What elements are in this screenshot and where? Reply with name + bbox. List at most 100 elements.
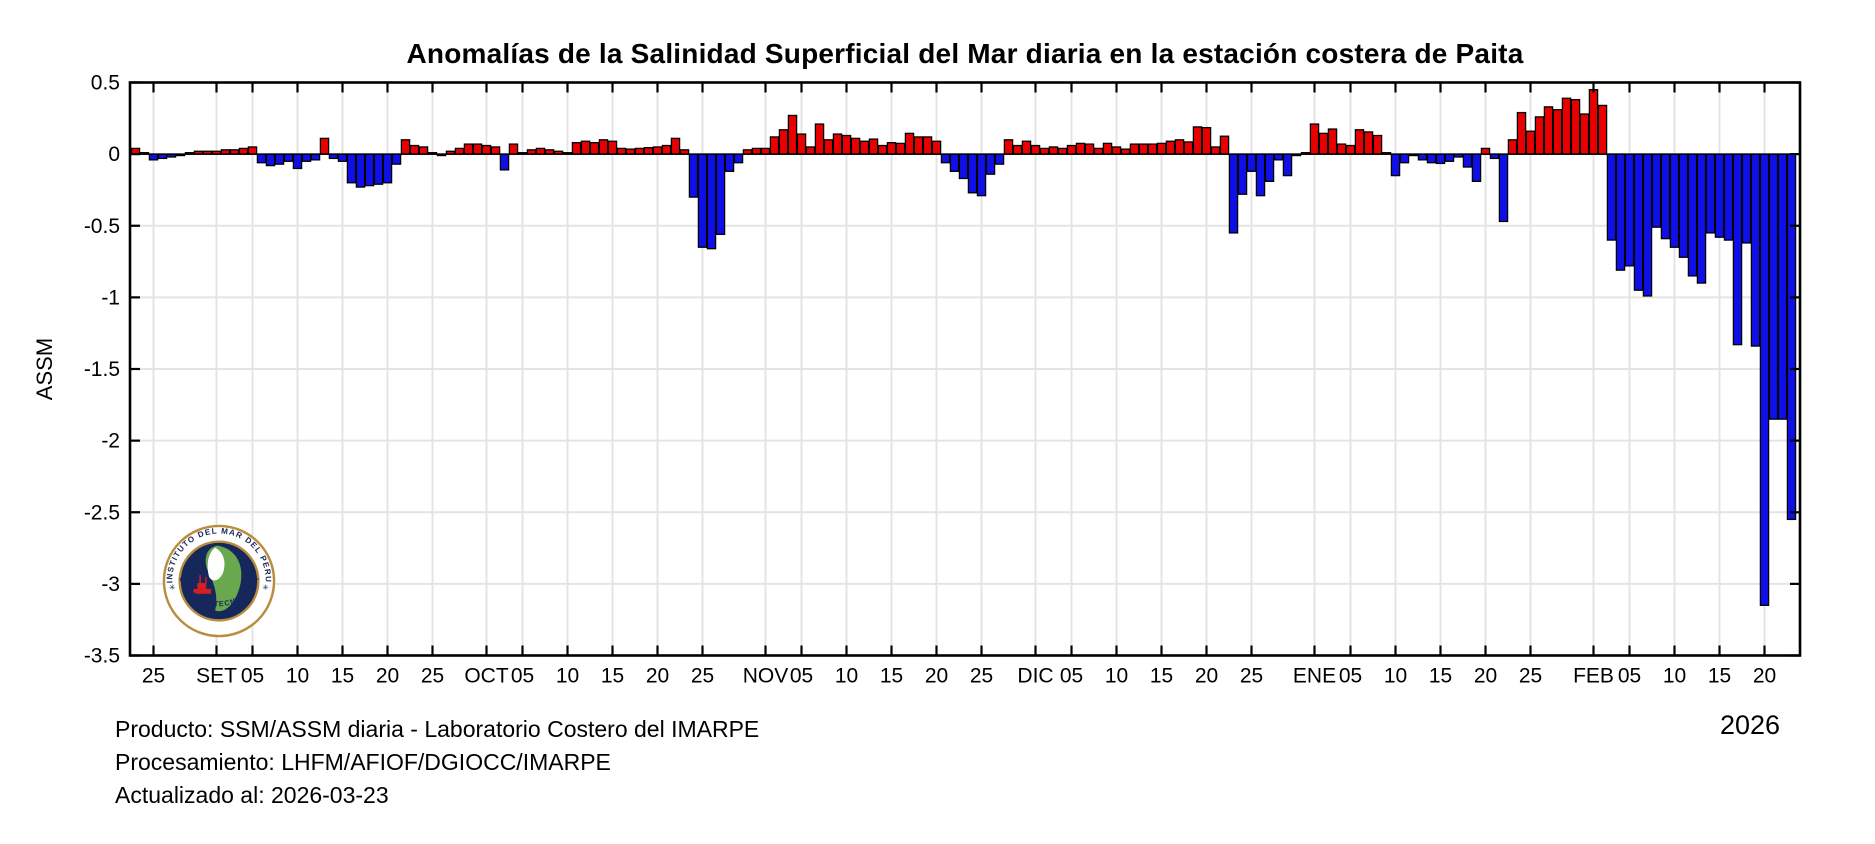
bar-positive — [823, 139, 834, 155]
bar-positive — [751, 147, 762, 155]
bar-positive — [877, 144, 888, 155]
bar-negative — [1705, 153, 1716, 234]
imarpe-logo: INSTITUTO DEL MAR DEL PERU CIENCIA Y TEC… — [162, 524, 276, 638]
bar-positive — [760, 147, 771, 155]
bar-positive — [1588, 89, 1599, 155]
bar-positive — [247, 146, 258, 155]
bar-positive — [1507, 139, 1518, 155]
bar-positive — [481, 144, 492, 155]
year-label: 2026 — [1720, 710, 1781, 740]
bar-positive — [1354, 129, 1365, 155]
bar-positive — [1165, 140, 1176, 155]
bar-negative — [1471, 153, 1482, 182]
bar-negative — [976, 153, 987, 197]
x-tick-label: 15 — [331, 665, 354, 688]
bar-negative — [1714, 153, 1725, 238]
bar-positive — [472, 143, 483, 155]
bar-negative — [1282, 153, 1293, 177]
bar-positive — [859, 140, 870, 155]
bar-negative — [1228, 153, 1239, 234]
bar-negative — [1624, 153, 1635, 267]
bar-negative — [256, 153, 267, 164]
bar-negative — [1651, 153, 1662, 228]
bar-positive — [454, 147, 465, 155]
bar-positive — [1057, 147, 1068, 155]
bar-negative — [1786, 153, 1797, 521]
bar-negative — [1255, 153, 1266, 197]
bar-positive — [1084, 143, 1095, 155]
bar-positive — [1219, 135, 1230, 155]
bar-positive — [1372, 134, 1383, 155]
bar-positive — [814, 123, 825, 155]
bar-negative — [283, 153, 294, 162]
bar-negative — [1642, 153, 1653, 297]
bar-negative — [1768, 153, 1779, 420]
bar-negative — [1417, 153, 1428, 161]
bar-negative — [994, 153, 1005, 165]
bar-positive — [1363, 131, 1374, 155]
y-axis-label: ASSM — [32, 338, 57, 400]
bar-negative — [1264, 153, 1275, 182]
bar-negative — [967, 153, 978, 194]
bar-negative — [1606, 153, 1617, 241]
x-tick-label: 15 — [601, 665, 624, 688]
bar-negative — [724, 153, 735, 172]
bar-negative — [148, 153, 159, 161]
bar-positive — [1534, 116, 1545, 155]
x-tick-label: 20 — [646, 665, 669, 688]
bar-negative — [1750, 153, 1761, 347]
x-tick-label: DIC — [1017, 665, 1053, 688]
bar-positive — [1003, 139, 1014, 155]
y-tick-label: -1 — [101, 286, 120, 309]
bar-positive — [535, 147, 546, 155]
bar-positive — [1066, 144, 1077, 155]
bar-negative — [382, 153, 393, 184]
bar-positive — [580, 140, 591, 155]
bar-negative — [1444, 153, 1455, 162]
bar-negative — [715, 153, 726, 235]
bar-positive — [571, 142, 582, 155]
y-tick-label: -3 — [101, 573, 120, 596]
bar-positive — [778, 129, 789, 155]
x-tick-label: 05 — [511, 665, 534, 688]
logo-ship — [193, 575, 212, 594]
bar-negative — [274, 153, 285, 165]
bar-positive — [661, 144, 672, 155]
y-tick-label: -2.5 — [84, 501, 120, 524]
x-tick-label: 10 — [835, 665, 858, 688]
bar-negative — [1669, 153, 1680, 248]
bar-negative — [310, 153, 321, 161]
bar-positive — [400, 139, 411, 155]
y-tick-label: -2 — [101, 430, 120, 453]
bar-positive — [1138, 143, 1149, 155]
bar-positive — [1561, 97, 1572, 155]
bar-positive — [1552, 109, 1563, 155]
x-tick-label: 05 — [1618, 665, 1641, 688]
x-tick-label: OCT — [464, 665, 509, 688]
x-tick-label: 05 — [1339, 665, 1362, 688]
bar-negative — [1687, 153, 1698, 277]
bar-positive — [1525, 130, 1536, 155]
bar-negative — [1633, 153, 1644, 291]
bar-negative — [301, 153, 312, 162]
x-tick-label: NOV — [743, 665, 789, 688]
bar-negative — [1678, 153, 1689, 258]
bar-negative — [1723, 153, 1734, 241]
bar-positive — [1210, 146, 1221, 155]
bar-positive — [868, 138, 879, 155]
x-tick-label: SET — [196, 665, 237, 688]
bar-negative — [364, 153, 375, 187]
x-tick-label: 25 — [421, 665, 444, 688]
bar-positive — [913, 136, 924, 155]
x-tick-label: 25 — [1519, 665, 1542, 688]
bar-positive — [904, 132, 915, 155]
bar-positive — [1012, 144, 1023, 155]
bar-positive — [1201, 126, 1212, 155]
bar-negative — [697, 153, 708, 248]
bar-negative — [373, 153, 384, 185]
bar-negative — [1741, 153, 1752, 244]
bar-negative — [1426, 153, 1437, 164]
y-tick-label: -1.5 — [84, 358, 120, 381]
bar-negative — [688, 153, 699, 198]
